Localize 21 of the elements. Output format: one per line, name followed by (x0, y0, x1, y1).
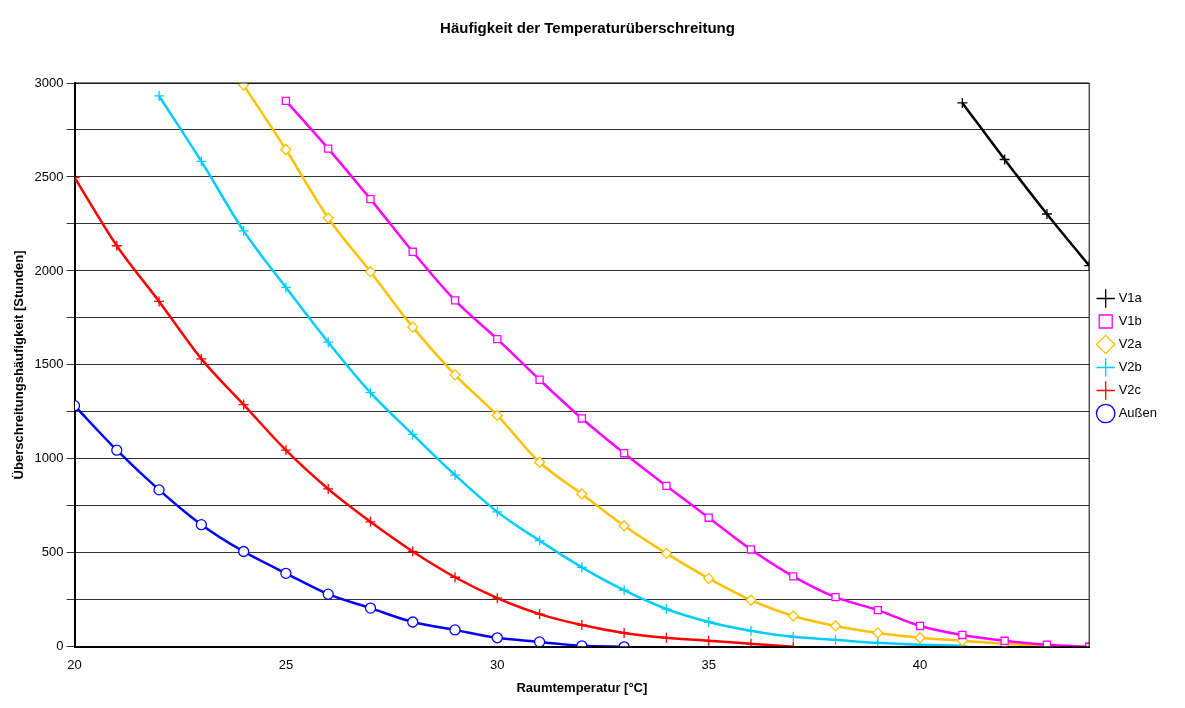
legend-label: V1a (1118, 290, 1143, 306)
x-tick-label: 20 (67, 657, 82, 673)
y-tick-label: 3000 (34, 74, 64, 90)
x-tick-label: 40 (912, 657, 928, 673)
y-axis-title: Überschreitungshäufigkeit [Stunden] (11, 250, 27, 480)
x-axis-title: Raumtemperatur [°C] (516, 679, 648, 695)
x-tick-label: 30 (490, 657, 505, 673)
y-tick-label: 500 (41, 544, 64, 560)
y-tick-label: 0 (56, 638, 64, 654)
y-tick-label: 1500 (34, 356, 64, 372)
y-tick-label: 2000 (34, 262, 64, 278)
legend-label: V2b (1118, 359, 1142, 375)
legend-label: V2c (1118, 382, 1142, 398)
legend-label: Außen (1118, 405, 1158, 421)
x-tick-label: 25 (278, 657, 294, 673)
y-tick-label: 2500 (34, 168, 64, 184)
y-tick-label: 1000 (34, 450, 64, 466)
legend-label: V1b (1118, 313, 1142, 329)
chart-title: Häufigkeit der Temperaturüberschreitung (440, 19, 735, 37)
x-tick-label: 35 (701, 657, 716, 673)
legend-label: V2a (1118, 336, 1143, 352)
